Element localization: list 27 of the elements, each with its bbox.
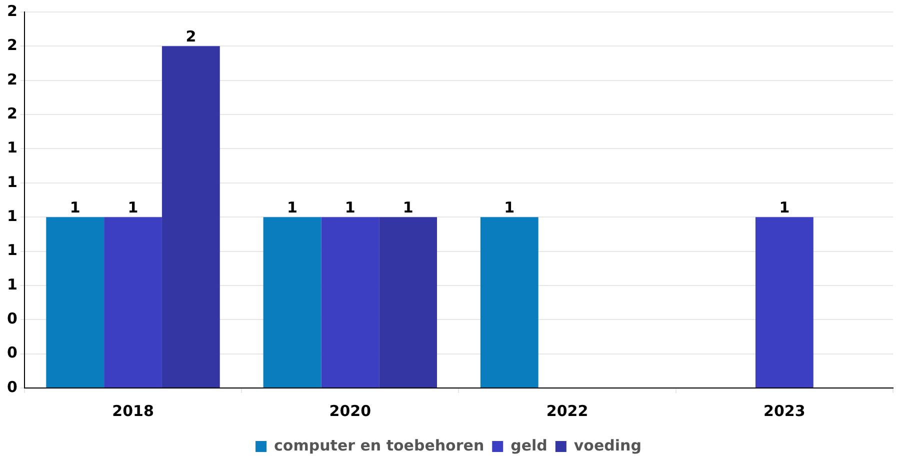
data-label: 1 — [779, 198, 790, 216]
legend-label: geld — [510, 436, 548, 454]
data-label: 2 — [186, 28, 196, 46]
legend-label: voeding — [574, 436, 642, 454]
y-tick-label: 2 — [7, 2, 18, 20]
x-tick-label: 2018 — [112, 402, 154, 420]
y-tick-label: 0 — [7, 310, 18, 328]
y-tick-label: 1 — [7, 241, 18, 260]
y-tick-label: 2 — [7, 70, 18, 88]
y-tick-label: 2 — [7, 36, 18, 54]
x-tick-label: 2022 — [546, 402, 588, 420]
y-tick-label: 0 — [7, 344, 18, 362]
x-tick-label: 2020 — [329, 402, 372, 420]
x-tick-label: 2023 — [764, 402, 806, 420]
data-label: 1 — [504, 198, 515, 216]
y-tick-label: 0 — [7, 378, 18, 396]
y-tick-label: 1 — [7, 206, 18, 225]
data-label: 1 — [128, 198, 138, 216]
data-label: 1 — [344, 198, 356, 216]
data-label: 1 — [402, 198, 414, 216]
y-tick-label: 1 — [7, 275, 18, 294]
data-label: 1 — [70, 198, 80, 216]
legend-label: computer en toebehoren — [274, 436, 484, 454]
y-tick-label: 1 — [7, 138, 18, 157]
y-tick-label: 2 — [7, 104, 18, 122]
y-tick-label: 1 — [7, 172, 18, 191]
data-label: 1 — [287, 198, 298, 216]
